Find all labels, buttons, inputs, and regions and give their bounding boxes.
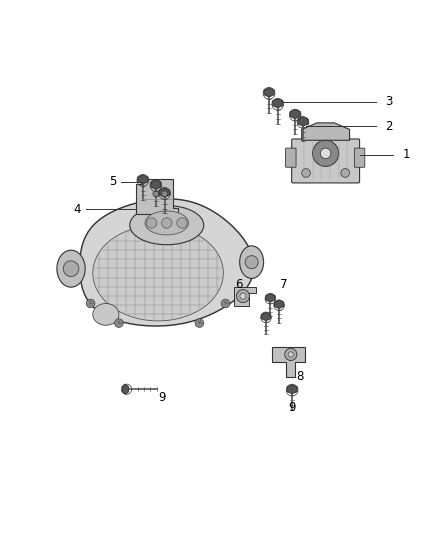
- Circle shape: [221, 299, 230, 308]
- Polygon shape: [122, 384, 128, 394]
- Polygon shape: [298, 117, 308, 126]
- Circle shape: [285, 349, 297, 360]
- Ellipse shape: [57, 250, 85, 287]
- Ellipse shape: [240, 246, 264, 278]
- Circle shape: [195, 319, 204, 327]
- Polygon shape: [261, 313, 270, 320]
- Text: 2: 2: [385, 120, 392, 133]
- Text: 4: 4: [74, 203, 81, 215]
- Polygon shape: [136, 180, 178, 214]
- Text: 5: 5: [109, 175, 116, 188]
- Text: 1: 1: [403, 148, 410, 161]
- Polygon shape: [287, 385, 297, 393]
- Circle shape: [237, 289, 250, 303]
- Polygon shape: [151, 180, 161, 189]
- FancyBboxPatch shape: [286, 148, 296, 167]
- Polygon shape: [80, 199, 254, 326]
- Circle shape: [162, 191, 168, 197]
- Text: 9: 9: [288, 401, 296, 415]
- Circle shape: [321, 148, 331, 158]
- Polygon shape: [290, 110, 300, 118]
- Text: 6: 6: [235, 278, 242, 291]
- Circle shape: [115, 319, 123, 327]
- Circle shape: [302, 168, 311, 177]
- Polygon shape: [273, 99, 283, 108]
- Polygon shape: [264, 88, 274, 97]
- Ellipse shape: [93, 225, 223, 321]
- Text: 8: 8: [296, 370, 303, 383]
- Text: 9: 9: [159, 391, 166, 403]
- Circle shape: [177, 218, 187, 228]
- Ellipse shape: [145, 211, 188, 235]
- Polygon shape: [266, 294, 275, 302]
- Circle shape: [313, 140, 339, 166]
- Text: 3: 3: [385, 95, 392, 109]
- Circle shape: [240, 293, 246, 299]
- Polygon shape: [302, 123, 350, 140]
- Polygon shape: [138, 175, 148, 184]
- Circle shape: [63, 261, 79, 277]
- Circle shape: [153, 191, 159, 197]
- Circle shape: [245, 256, 258, 269]
- FancyBboxPatch shape: [292, 139, 360, 183]
- Ellipse shape: [93, 303, 119, 325]
- Circle shape: [146, 218, 157, 228]
- Polygon shape: [160, 188, 170, 197]
- FancyBboxPatch shape: [354, 148, 365, 167]
- Circle shape: [86, 299, 95, 308]
- Polygon shape: [272, 347, 305, 377]
- Circle shape: [162, 218, 172, 228]
- Text: 7: 7: [279, 278, 287, 291]
- Circle shape: [341, 168, 350, 177]
- Polygon shape: [234, 287, 256, 305]
- Ellipse shape: [130, 206, 204, 245]
- Circle shape: [288, 352, 293, 357]
- Polygon shape: [275, 301, 283, 308]
